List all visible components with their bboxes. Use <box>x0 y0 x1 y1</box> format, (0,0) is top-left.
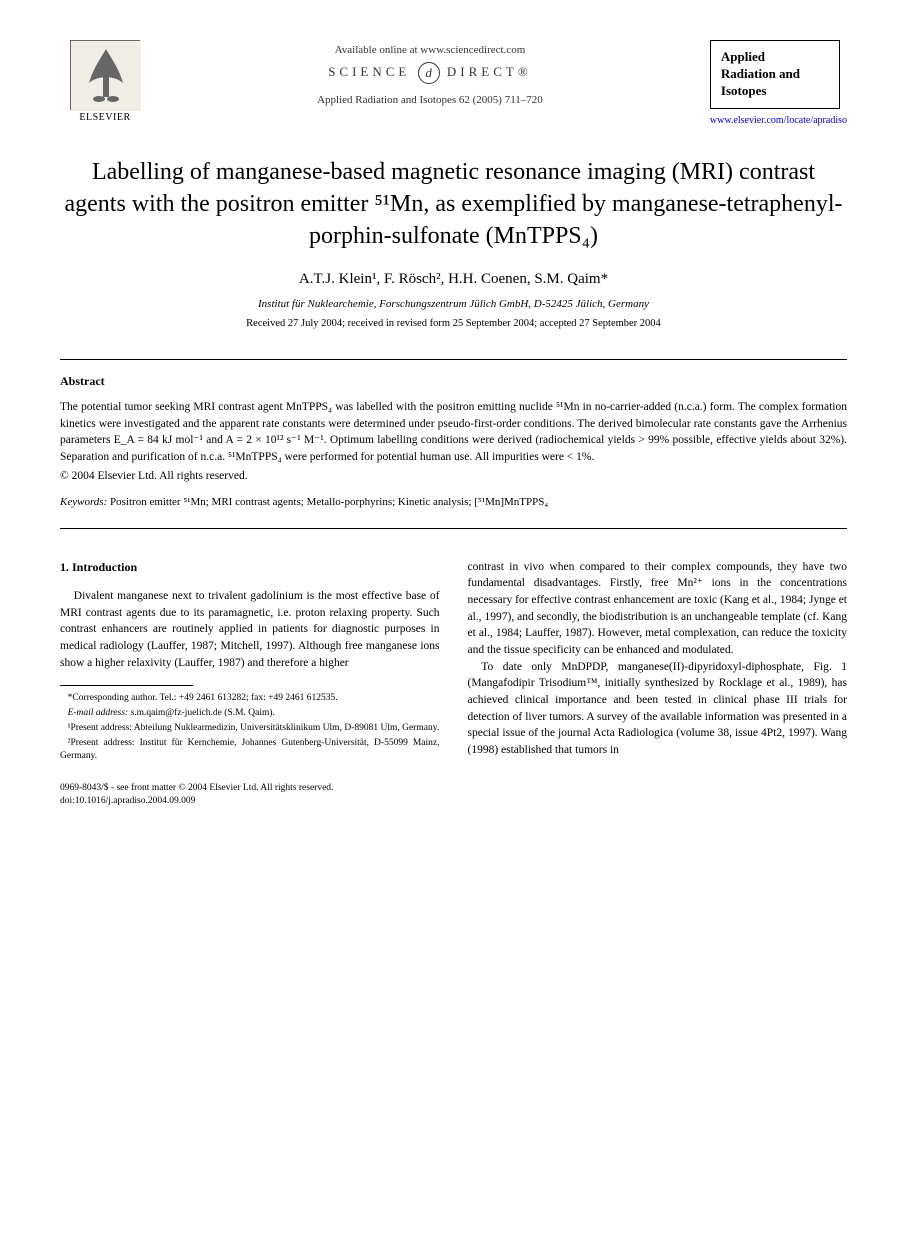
journal-url[interactable]: www.elsevier.com/locate/apradiso <box>710 115 847 126</box>
journal-box-wrapper: Applied Radiation and Isotopes www.elsev… <box>710 40 847 126</box>
abstract-copyright: © 2004 Elsevier Ltd. All rights reserved… <box>60 470 847 482</box>
divider-before-abstract <box>60 359 847 360</box>
elsevier-tree-icon <box>70 40 140 110</box>
abstract-heading: Abstract <box>60 374 847 389</box>
page-footer: 0969-8043/$ - see front matter © 2004 El… <box>60 782 847 807</box>
footer-front-matter: 0969-8043/$ - see front matter © 2004 El… <box>60 782 847 794</box>
article-dates: Received 27 July 2004; received in revis… <box>60 318 847 329</box>
journal-header: ELSEVIER Available online at www.science… <box>60 40 847 126</box>
keywords-text: Positron emitter ⁵¹Mn; MRI contrast agen… <box>107 496 548 508</box>
article-title: Labelling of manganese-based magnetic re… <box>60 156 847 253</box>
header-center: Available online at www.sciencedirect.co… <box>150 40 710 106</box>
footnote-email-label: E-mail address: <box>68 708 129 718</box>
sd-logo-right: DIRECT® <box>447 64 532 79</box>
footnote-email-value: s.m.qaim@fz-juelich.de (S.M. Qaim). <box>128 708 275 718</box>
footnotes: *Corresponding author. Tel.: +49 2461 61… <box>60 692 440 762</box>
footnote-separator <box>60 685 193 686</box>
journal-box-line2: Radiation and <box>721 66 829 83</box>
introduction-heading: 1. Introduction <box>60 559 440 576</box>
body-columns: 1. Introduction Divalent manganese next … <box>60 559 847 765</box>
column-right: contrast in vivo when compared to their … <box>468 559 848 765</box>
elsevier-label: ELSEVIER <box>79 112 130 123</box>
footnote-2: ²Present address: Institut für Kernchemi… <box>60 737 440 763</box>
keywords-label: Keywords: <box>60 496 107 508</box>
journal-box-line3: Isotopes <box>721 83 829 100</box>
sciencedirect-logo: SCIENCE d DIRECT® <box>150 62 710 84</box>
keywords: Keywords: Positron emitter ⁵¹Mn; MRI con… <box>60 496 847 508</box>
journal-box-line1: Applied <box>721 49 829 66</box>
journal-reference: Applied Radiation and Isotopes 62 (2005)… <box>150 94 710 106</box>
abstract-text: The potential tumor seeking MRI contrast… <box>60 401 847 463</box>
footer-doi: doi:10.1016/j.apradiso.2004.09.009 <box>60 795 847 807</box>
divider-after-keywords <box>60 528 847 529</box>
sd-logo-left: SCIENCE <box>328 64 410 79</box>
footnote-email: E-mail address: s.m.qaim@fz-juelich.de (… <box>60 707 440 720</box>
affiliation: Institut für Nuklearchemie, Forschungsze… <box>60 298 847 310</box>
abstract-body: The potential tumor seeking MRI contrast… <box>60 399 847 466</box>
intro-para-3: To date only MnDPDP, manganese(II)-dipyr… <box>468 659 848 759</box>
footnote-1: ¹Present address: Abteilung Nuklearmediz… <box>60 722 440 735</box>
intro-para-2: contrast in vivo when compared to their … <box>468 559 848 659</box>
elsevier-logo: ELSEVIER <box>60 40 150 123</box>
authors: A.T.J. Klein¹, F. Rösch², H.H. Coenen, S… <box>60 271 847 288</box>
column-left: 1. Introduction Divalent manganese next … <box>60 559 440 765</box>
journal-title-box: Applied Radiation and Isotopes <box>710 40 840 109</box>
available-online-text: Available online at www.sciencedirect.co… <box>150 44 710 56</box>
sd-logo-d-icon: d <box>418 62 440 84</box>
intro-para-1: Divalent manganese next to trivalent gad… <box>60 588 440 671</box>
footnote-corresponding: *Corresponding author. Tel.: +49 2461 61… <box>60 692 440 705</box>
